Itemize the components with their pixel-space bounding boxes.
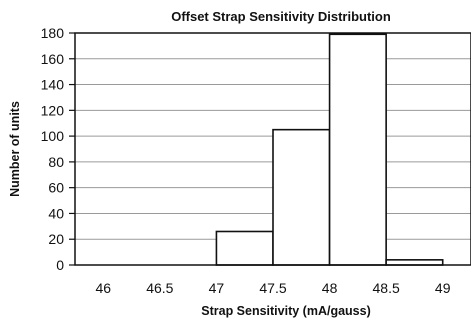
y-tick-label: 40 (48, 205, 64, 221)
x-tick-label: 47.5 (259, 280, 286, 296)
y-axis-label: Number of units (8, 101, 22, 197)
histogram-bar (215, 230, 274, 266)
x-axis-label: Strap Sensitivity (mA/gauss) (201, 304, 371, 318)
y-tick-label: 160 (41, 51, 65, 67)
x-tick-label: 46.5 (146, 280, 173, 296)
x-tick-label: 46 (95, 280, 111, 296)
bars (215, 33, 444, 266)
x-tick-label: 48.5 (373, 280, 400, 296)
histogram-bar (385, 259, 444, 266)
y-tick-label: 20 (48, 231, 64, 247)
y-tick-label: 100 (41, 128, 65, 144)
y-tick-label: 180 (41, 25, 65, 41)
x-tick-label: 47 (209, 280, 225, 296)
y-tick-label: 140 (41, 77, 65, 93)
chart-title: Offset Strap Sensitivity Distribution (171, 9, 391, 24)
x-tick-label: 48 (322, 280, 338, 296)
y-tick-label: 60 (48, 180, 64, 196)
histogram-bar (272, 128, 331, 266)
histogram-bar (328, 33, 387, 266)
y-tick-label: 0 (56, 257, 64, 273)
x-tick-labels: 46 46.5 47 47.5 48 48.5 49 (95, 280, 450, 296)
y-tick-label: 120 (41, 102, 65, 118)
y-tick-labels: 0 20 40 60 80 100 120 140 160 180 (41, 25, 75, 273)
plot-frame (74, 32, 471, 266)
y-tick-label: 80 (48, 154, 64, 170)
x-tick-label: 49 (435, 280, 451, 296)
